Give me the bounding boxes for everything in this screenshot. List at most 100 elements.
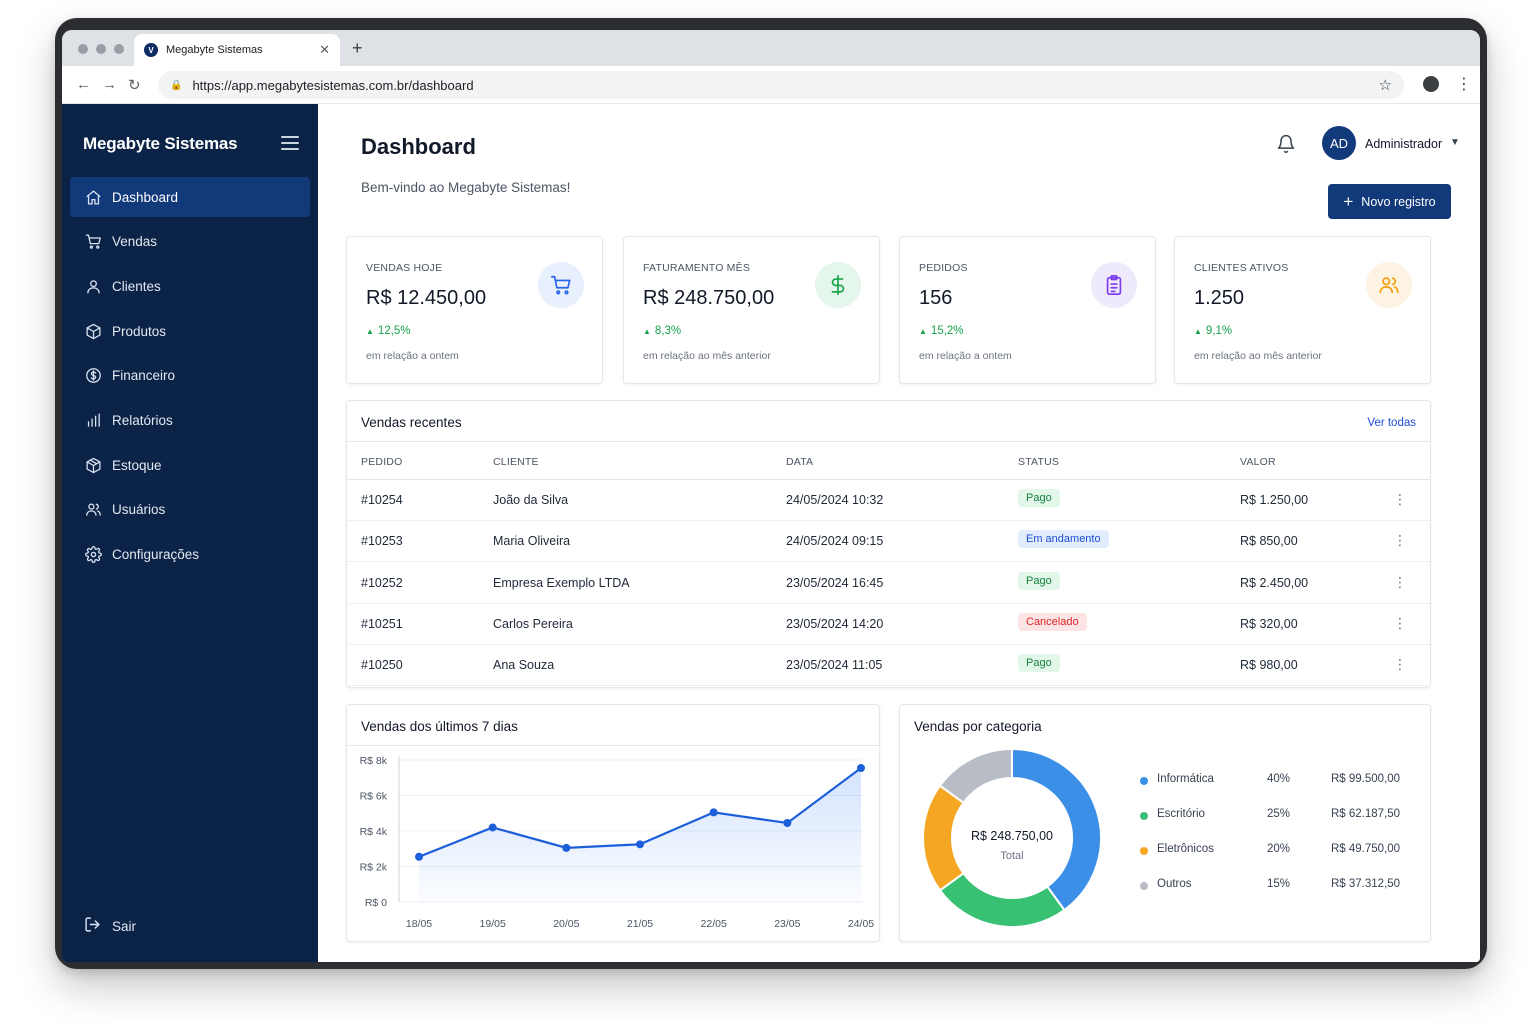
order-id: #10252 bbox=[361, 575, 403, 590]
package-icon bbox=[84, 456, 102, 474]
row-menu-icon[interactable]: ⋮ bbox=[1393, 532, 1407, 549]
column-header[interactable]: DATA bbox=[786, 456, 814, 468]
legend-dot bbox=[1140, 882, 1148, 890]
sidebar-item-configuracoes[interactable]: Configurações bbox=[70, 535, 310, 575]
sidebar-item-label: Produtos bbox=[112, 323, 167, 339]
stat-change-value: 8,3% bbox=[654, 325, 682, 337]
stat-note: em relação a ontem bbox=[919, 350, 1012, 362]
donut-slice bbox=[938, 747, 1013, 805]
status-badge: Pago bbox=[1018, 489, 1060, 507]
cart-icon bbox=[538, 262, 584, 308]
dollar-circle-icon bbox=[84, 367, 102, 385]
x-tick-label: 18/05 bbox=[406, 918, 432, 930]
x-tick-label: 20/05 bbox=[553, 918, 579, 930]
status-badge: Pago bbox=[1018, 571, 1060, 590]
row-menu-icon[interactable]: ⋮ bbox=[1393, 614, 1407, 631]
table-row[interactable]: #10252 Empresa Exemplo LTDA 23/05/2024 1… bbox=[347, 563, 1430, 604]
trend-up-icon: ▲ bbox=[366, 327, 374, 336]
table-row[interactable]: #10251 Carlos Pereira 23/05/2024 14:20 C… bbox=[347, 604, 1430, 645]
reload-icon[interactable]: ↻ bbox=[128, 77, 141, 94]
forward-arrow-icon[interactable]: → bbox=[102, 76, 117, 93]
new-tab-icon[interactable]: + bbox=[352, 38, 363, 58]
donut-slice bbox=[922, 784, 965, 892]
client-name: Ana Souza bbox=[493, 658, 555, 673]
column-header[interactable]: PEDIDO bbox=[361, 456, 403, 468]
legend-value: R$ 37.312,50 bbox=[1331, 878, 1401, 890]
legend-label: Informática bbox=[1157, 773, 1214, 785]
view-all-link[interactable]: Ver todas bbox=[1367, 417, 1416, 429]
browser-tab[interactable]: V Megabyte Sistemas ✕ bbox=[134, 34, 340, 66]
bell-icon[interactable] bbox=[1276, 134, 1296, 159]
legend-label: Escritório bbox=[1157, 808, 1205, 820]
sidebar-item-relatorios[interactable]: Relatórios bbox=[70, 400, 310, 440]
maximize-window-dot[interactable] bbox=[114, 44, 124, 54]
stat-change-value: 12,5% bbox=[377, 325, 411, 337]
x-tick-label: 21/05 bbox=[627, 918, 653, 930]
stat-label: CLIENTES ATIVOS bbox=[1194, 262, 1289, 274]
gear-icon bbox=[84, 546, 102, 564]
donut-center-value: R$ 248.750,00 bbox=[971, 829, 1053, 843]
row-menu-icon[interactable]: ⋮ bbox=[1393, 491, 1407, 507]
url-field[interactable]: 🔒 https://app.megabytesistemas.com.br/da… bbox=[158, 71, 1404, 99]
x-tick-label: 24/05 bbox=[848, 918, 874, 930]
close-tab-icon[interactable]: ✕ bbox=[319, 42, 330, 57]
sidebar-item-usuarios[interactable]: Usuários bbox=[70, 490, 310, 530]
back-arrow-icon[interactable]: ← bbox=[76, 76, 91, 93]
data-point bbox=[488, 823, 497, 832]
data-point bbox=[636, 840, 644, 849]
avatar[interactable]: AD bbox=[1322, 126, 1356, 160]
legend-dot bbox=[1140, 777, 1148, 785]
sidebar-item-produtos[interactable]: Produtos bbox=[70, 311, 310, 351]
profile-icon[interactable] bbox=[1423, 76, 1439, 92]
sidebar-item-label: Vendas bbox=[112, 234, 158, 250]
client-name: Maria Oliveira bbox=[493, 534, 571, 549]
minimize-window-dot[interactable] bbox=[96, 44, 106, 54]
row-menu-icon[interactable]: ⋮ bbox=[1393, 656, 1407, 673]
menu-toggle-icon[interactable] bbox=[281, 136, 299, 154]
legend-percent: 20% bbox=[1267, 843, 1291, 855]
url-text: https://app.megabytesistemas.com.br/dash… bbox=[192, 77, 474, 93]
sales-7-days-card: Vendas dos últimos 7 dias R$ 0 R$ 2k R$ 4k… bbox=[346, 704, 880, 942]
sidebar-item-financeiro[interactable]: Financeiro bbox=[70, 356, 310, 396]
pie-chart-title: Vendas por categoria bbox=[914, 719, 1042, 734]
logout-button[interactable]: Sair bbox=[84, 916, 136, 936]
users-icon bbox=[84, 501, 102, 519]
stat-change-value: 15,2% bbox=[930, 325, 964, 337]
browser-menu-icon[interactable]: ⋮ bbox=[1456, 76, 1472, 93]
sidebar-item-clientes[interactable]: Clientes bbox=[70, 266, 310, 306]
row-menu-icon[interactable]: ⋮ bbox=[1393, 573, 1407, 590]
y-tick-label: R$ 8k bbox=[360, 755, 388, 767]
stat-change: ▲ 15,2% bbox=[919, 325, 964, 337]
line-chart-title: Vendas dos últimos 7 dias bbox=[361, 719, 518, 734]
user-menu[interactable]: Administrador bbox=[1365, 137, 1443, 151]
table-row[interactable]: #10253 Maria Oliveira 24/05/2024 09:15 E… bbox=[347, 521, 1430, 563]
sidebar-item-vendas[interactable]: Vendas bbox=[70, 222, 310, 262]
column-header[interactable]: CLIENTE bbox=[493, 456, 539, 468]
bookmark-star-icon[interactable]: ☆ bbox=[1378, 77, 1392, 94]
new-record-button[interactable]: + Novo registro bbox=[1328, 184, 1451, 219]
donut-chart: R$ 248.750,00 Total bbox=[922, 747, 1102, 928]
legend-label: Eletrônicos bbox=[1157, 843, 1214, 855]
home-icon bbox=[84, 188, 102, 206]
sidebar-item-estoque[interactable]: Estoque bbox=[70, 445, 310, 485]
data-point bbox=[415, 852, 423, 861]
sidebar-item-label: Configurações bbox=[112, 547, 200, 562]
order-value: R$ 850,00 bbox=[1240, 534, 1298, 549]
table-row[interactable]: #10254 João da Silva 24/05/2024 10:32 Pa… bbox=[347, 480, 1430, 521]
close-window-dot[interactable] bbox=[78, 44, 88, 54]
column-header[interactable]: STATUS bbox=[1018, 456, 1060, 468]
y-tick-label: R$ 4k bbox=[360, 826, 388, 838]
legend-dot bbox=[1140, 812, 1148, 820]
order-value: R$ 2.450,00 bbox=[1240, 575, 1309, 590]
sidebar-item-dashboard[interactable]: Dashboard bbox=[70, 177, 310, 217]
chevron-down-icon[interactable]: ▼ bbox=[1450, 137, 1460, 148]
stat-value: 156 bbox=[919, 287, 953, 309]
table-row[interactable]: #10250 Ana Souza 23/05/2024 11:05 Pago R… bbox=[347, 645, 1430, 687]
legend-value: R$ 99.500,00 bbox=[1331, 773, 1401, 785]
recent-sales-title: Vendas recentes bbox=[361, 415, 462, 430]
logout-label: Sair bbox=[112, 918, 137, 934]
status-badge: Pago bbox=[1018, 654, 1060, 673]
stat-card: CLIENTES ATIVOS 1.250 ▲ 9,1% em relação a… bbox=[1174, 236, 1431, 384]
column-header[interactable]: VALOR bbox=[1240, 456, 1276, 468]
main-content: Dashboard Bem-vindo ao Megabyte Sistemas… bbox=[318, 104, 1480, 962]
